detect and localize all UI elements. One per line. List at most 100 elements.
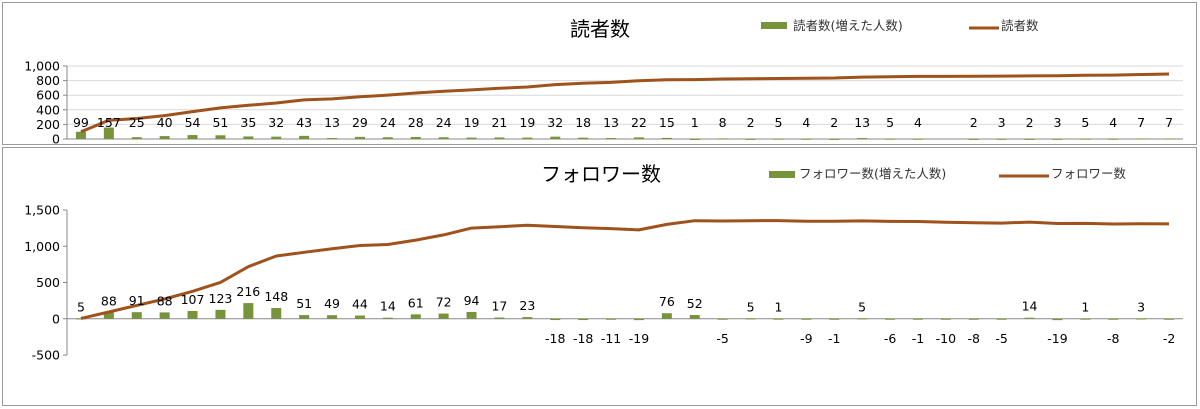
data-label: 19 [519,115,535,130]
bar [438,137,449,139]
data-label: 7 [1165,115,1173,130]
data-label: 51 [296,296,312,311]
data-label: 94 [464,293,480,308]
data-label: 13 [603,115,619,130]
data-label: 5 [747,299,755,314]
data-label: 88 [157,293,173,308]
bar [940,318,951,320]
data-label: 32 [547,115,563,130]
data-label: 8 [719,115,727,130]
bar [829,318,840,320]
data-label: 5 [1081,115,1089,130]
data-label: 7 [1137,115,1145,130]
bar [382,317,393,319]
bar [968,318,979,320]
data-label: 35 [240,115,256,130]
data-label: -5 [995,331,1007,346]
bar [745,138,756,140]
data-label: 1 [1081,300,1089,315]
data-label: -5 [716,331,728,346]
data-label: -6 [884,331,897,346]
data-label: 43 [296,115,312,130]
data-label: -19 [1047,331,1067,346]
data-label: 2 [830,115,838,130]
y-tick-label: 800 [36,73,60,88]
data-label: 2 [970,115,978,130]
bar [912,318,923,320]
data-label: 40 [157,115,173,130]
bar [1136,318,1147,320]
data-label: -1 [912,331,924,346]
bar [550,318,561,321]
bar [159,312,170,319]
data-label: -10 [936,331,956,346]
data-label: 54 [185,115,201,130]
bar [689,138,700,140]
data-label: 24 [436,115,452,130]
bar [131,137,142,139]
bar [215,135,226,139]
data-label: -8 [968,331,981,346]
data-label: 1 [774,300,782,315]
data-label: 13 [854,115,870,130]
data-label: 72 [436,295,452,310]
bar [1108,138,1119,140]
y-tick-label: 1,500 [24,203,60,218]
bar [801,138,812,140]
bar [271,308,282,319]
bar [550,136,561,139]
data-label: 28 [408,115,424,130]
bar [578,137,589,139]
bar [466,137,477,139]
bar [103,312,114,319]
data-label: 88 [101,293,117,308]
bar [857,138,868,140]
data-label: 49 [324,296,340,311]
data-label: 5 [886,115,894,130]
data-label: 123 [209,291,233,306]
legend-line-label: 読者数 [1001,18,1039,33]
y-tick-label: -500 [32,348,60,363]
bar [661,137,672,139]
followers-chart: フォロワー数 フォロワー数(増えた人数) フォロワー数 1,500 1,000 500 0 -… [24,162,1183,363]
y-tick-label: 0 [52,132,60,145]
bar [382,137,393,139]
legend-bar-swatch [761,22,787,29]
legend-bar-label: 読者数(増えた人数) [793,18,903,33]
data-label: 17 [491,299,507,314]
data-label: 13 [324,115,340,130]
data-label: 15 [659,115,675,130]
data-label: 107 [181,292,205,307]
bar [410,136,421,139]
bar [633,137,644,139]
bar [773,138,784,140]
data-label: 91 [129,293,145,308]
bar [187,310,198,319]
bar [522,137,533,139]
bar [633,318,644,321]
bar [1024,138,1035,140]
bar [131,312,142,319]
bar [606,318,617,320]
bar [494,137,505,139]
data-label: -9 [800,331,813,346]
bar [912,138,923,140]
bar [299,315,310,319]
bar [410,314,421,319]
data-label: -19 [629,331,649,346]
legend-bar-label: フォロワー数(増えた人数) [799,166,946,181]
y-tick-label: 500 [36,275,60,290]
bar [801,318,812,320]
data-label: 24 [380,115,396,130]
data-label: 1 [691,115,699,130]
bar [354,136,365,139]
bar [159,136,170,139]
y-tick-label: 200 [36,117,60,132]
data-label: 2 [1026,115,1034,130]
data-label: 2 [747,115,755,130]
bar [75,318,86,320]
y-tick-label: 1,000 [24,59,60,74]
chart-title: 読者数 [570,17,630,41]
